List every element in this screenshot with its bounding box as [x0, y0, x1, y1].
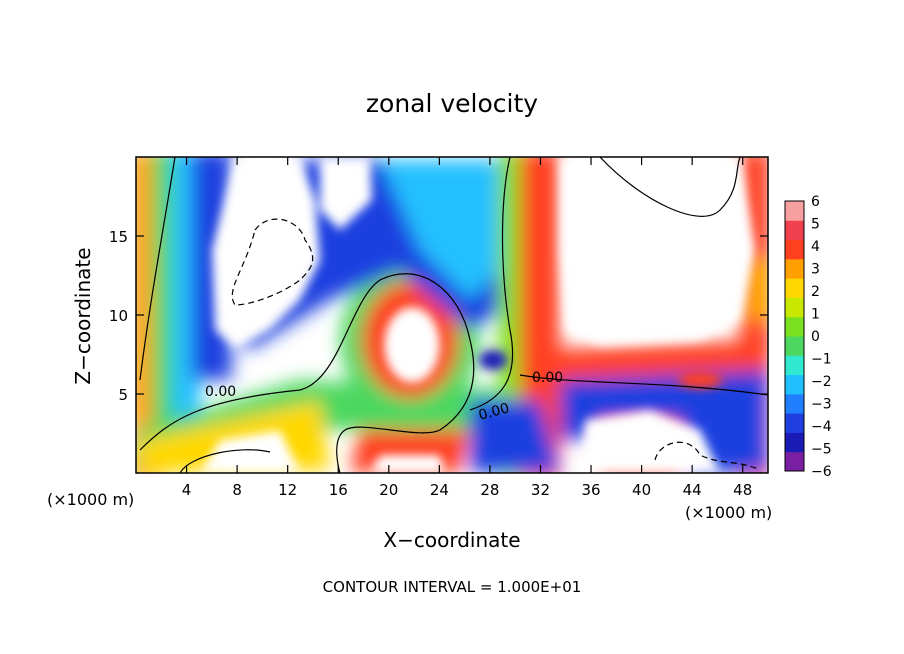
contour-label: 0.00	[532, 370, 563, 386]
colorbar-segment	[785, 258, 804, 279]
contour-label: 0.00	[205, 384, 236, 400]
colorbar-labels: 6 5 4 3 2 1 0 −1 −2 −3 −4 −5 −6	[811, 194, 832, 480]
colorbar-label: 4	[811, 239, 820, 255]
colorbar-segment	[785, 413, 804, 433]
colorbar-segment	[785, 278, 804, 298]
x-tick-label: 20	[379, 481, 398, 499]
colorbar-segment	[785, 393, 804, 414]
colorbar-label: −1	[811, 352, 832, 368]
chart-title: zonal velocity	[366, 89, 538, 118]
x-tick-label: 36	[581, 481, 600, 499]
x-axis: 4 8 12 16 20 24 28 32 36 40 44 48	[182, 157, 752, 499]
colorbar-segment	[785, 451, 804, 472]
colorbar-label: −3	[811, 397, 832, 413]
x-axis-label: X−coordinate	[383, 528, 520, 552]
contour-label: 0.00	[477, 400, 511, 424]
y-axis-label: Z−coordinate	[71, 247, 95, 384]
x-tick-label: 32	[531, 481, 550, 499]
colorbar-label: −5	[811, 442, 832, 458]
colorbar	[784, 200, 805, 472]
contour-interval-footer: CONTOUR INTERVAL = 1.000E+01	[323, 578, 582, 596]
colorbar-segment	[785, 239, 804, 260]
y-tick-label: 10	[109, 307, 128, 325]
velocity-field	[136, 157, 768, 473]
y-tick-label: 15	[109, 228, 128, 246]
x-tick-label: 12	[278, 481, 297, 499]
colorbar-segment	[785, 355, 804, 376]
x-tick-label: 28	[480, 481, 499, 499]
x-unit-label-right: (×1000 m)	[685, 503, 772, 522]
colorbar-label: 0	[811, 329, 820, 345]
colorbar-segment	[785, 220, 804, 241]
x-tick-label: 16	[329, 481, 348, 499]
x-tick-label: 40	[632, 481, 651, 499]
x-tick-label: 24	[430, 481, 449, 499]
x-tick-label: 4	[182, 481, 192, 499]
colorbar-segment	[785, 316, 804, 337]
colorbar-label: 3	[811, 262, 820, 278]
colorbar-segment	[785, 201, 804, 221]
x-tick-label: 8	[232, 481, 242, 499]
x-tick-label: 48	[733, 481, 752, 499]
colorbar-segment	[785, 374, 804, 395]
y-tick-label: 5	[118, 386, 128, 404]
colorbar-segment	[785, 297, 804, 318]
colorbar-label: 2	[811, 284, 820, 300]
colorbar-label: 6	[811, 194, 820, 210]
y-axis: 5 10 15	[109, 228, 768, 404]
colorbar-label: −6	[811, 464, 832, 480]
colorbar-label: 1	[811, 307, 820, 323]
colorbar-label: 5	[811, 217, 820, 233]
colorbar-label: −2	[811, 374, 832, 390]
x-unit-label-left: (×1000 m)	[47, 490, 134, 509]
colorbar-segment	[785, 432, 804, 453]
colorbar-label: −4	[811, 419, 832, 435]
colorbar-segment	[785, 336, 804, 356]
x-tick-label: 44	[683, 481, 702, 499]
